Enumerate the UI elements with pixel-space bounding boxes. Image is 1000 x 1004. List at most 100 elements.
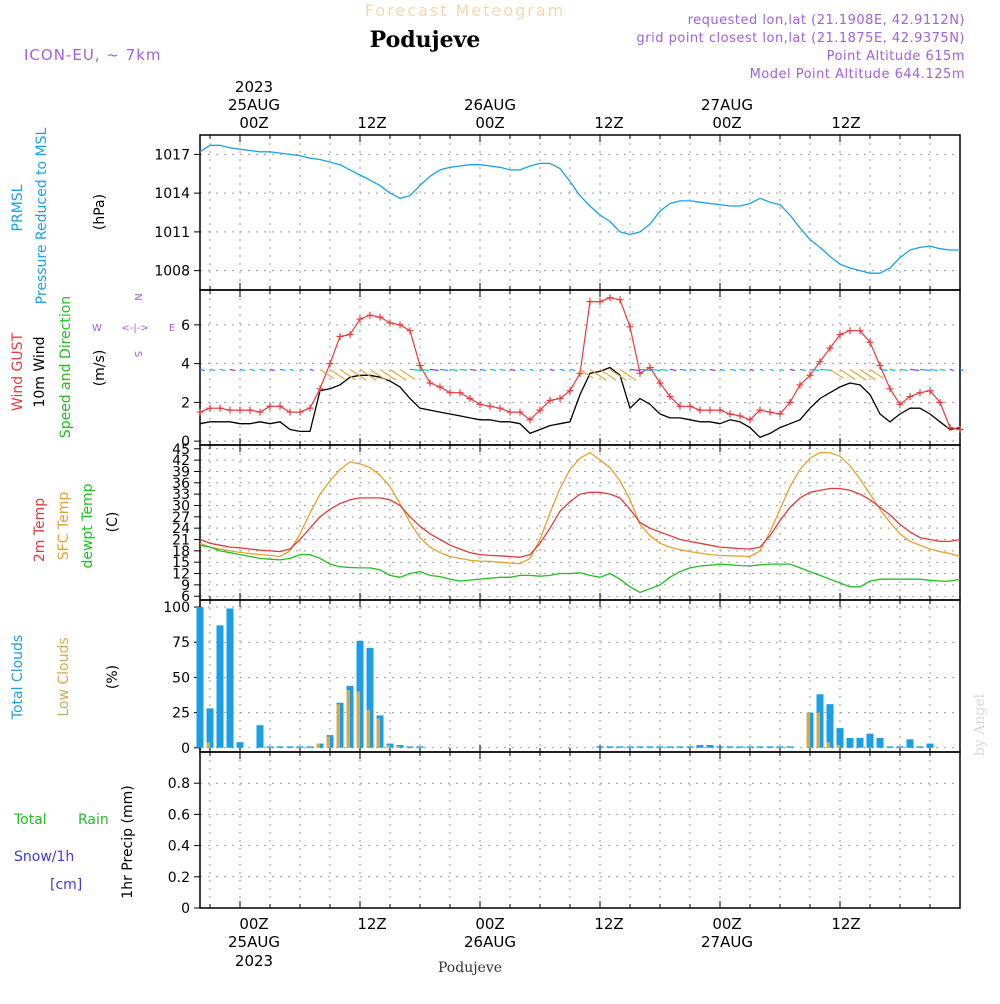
pressure-y-tick-label: 1014: [154, 186, 190, 202]
total-cloud-bar: [306, 746, 314, 748]
temp-unit: (C): [105, 512, 121, 533]
total-cloud-bar: [916, 746, 924, 748]
gust-marker: [486, 402, 494, 410]
gust-marker: [726, 410, 734, 418]
gust-marker: [416, 362, 424, 370]
temp-y-tick-label: 42: [172, 453, 190, 469]
gust-marker: [286, 408, 294, 416]
gust-marker: [446, 389, 454, 397]
footer-location: Podujeve: [438, 960, 502, 976]
wind-arrow: [229, 368, 236, 371]
wind-arrow: [379, 368, 397, 381]
compass-n: N: [132, 293, 143, 300]
wind-arrow: [649, 368, 661, 371]
wind-arrow: [259, 368, 266, 371]
wind-y-tick-label: 2: [181, 395, 190, 411]
top-date-label: 27AUG: [701, 96, 753, 114]
total-cloud-bar: [256, 725, 264, 748]
total-cloud-bar: [826, 704, 834, 748]
wind-arrow: [569, 368, 576, 371]
gust-marker: [316, 385, 324, 393]
wind-arrow: [689, 368, 697, 371]
wind-arrow: [489, 368, 497, 371]
gust-marker: [396, 321, 404, 329]
low-cloud-bar: [396, 746, 400, 748]
total-cloud-bar: [206, 708, 214, 748]
gust-marker: [346, 331, 354, 339]
wind-arrow: [199, 368, 205, 371]
total-cloud-bar: [416, 746, 424, 748]
total-cloud-bar: [886, 746, 894, 748]
clouds-y-tick-label: 50: [172, 670, 190, 686]
temp-y-tick-label: 9: [181, 578, 190, 594]
gust-marker: [626, 323, 634, 331]
sfc-temp-line: [199, 451, 961, 565]
low-cloud-bar: [346, 690, 350, 748]
wind-arrow: [539, 368, 544, 371]
low-cloud-bar: [316, 743, 320, 748]
gust-marker: [246, 406, 254, 414]
low-cloud-bar: [806, 712, 810, 748]
temp-y-tick-label: 15: [172, 555, 190, 571]
wind-arrow: [579, 368, 594, 379]
wind-arrow: [779, 368, 784, 371]
total-cloud-bar: [756, 746, 764, 748]
gust-marker: [886, 385, 894, 393]
bottom-tick-label: 12Z: [357, 915, 386, 933]
wind-arrow: [209, 368, 216, 371]
wind-arrow: [659, 368, 668, 371]
gust-marker: [196, 408, 204, 416]
low-cloud-bar: [356, 691, 360, 748]
bottom-date-labels: 25AUG 26AUG 27AUG: [228, 933, 753, 951]
wind-arrow: [959, 368, 964, 371]
wind-arrow: [839, 368, 856, 380]
wind-arrow: [559, 368, 565, 371]
credit-watermark: by Angel: [972, 693, 988, 756]
top-tick-label: 00Z: [475, 114, 504, 132]
low-cloud-bar: [816, 712, 820, 748]
total-cloud-bar: [896, 746, 904, 748]
bottom-tick-label: 12Z: [594, 915, 623, 933]
total-cloud-bar: [366, 647, 374, 748]
gust-marker: [706, 406, 714, 414]
wind-arrow: [849, 368, 867, 381]
total-cloud-bar: [636, 746, 644, 748]
gust-marker: [306, 404, 314, 412]
wind-arrow: [239, 368, 245, 371]
wind-arrow: [439, 368, 449, 371]
wind-arrow: [549, 368, 555, 371]
wind-arrow: [769, 368, 774, 371]
total-cloud-bar: [596, 746, 604, 748]
pressure-label-desc: Pressure Reduced to MSL: [34, 127, 50, 304]
total-cloud-bar: [776, 746, 784, 748]
wind-arrow: [919, 368, 930, 371]
wind-arrow: [939, 368, 946, 371]
gust-marker: [386, 319, 394, 327]
top-tick-labels: 00Z 12Z 00Z 12Z 00Z 12Z: [239, 114, 860, 132]
temp-y-tick-label: 21: [172, 533, 190, 549]
wind-arrow: [819, 368, 832, 371]
gust-marker: [786, 398, 794, 406]
wind-arrow: [759, 368, 764, 371]
gust-marker: [366, 311, 374, 319]
gust-marker: [836, 331, 844, 339]
wind-gust-label: Wind GUST: [10, 332, 26, 411]
temp-y-tick-label: 6: [181, 589, 190, 605]
gust-marker: [666, 393, 674, 401]
compass-s: S: [132, 351, 143, 357]
compass-arrows: <-|->: [121, 323, 148, 334]
gust-marker: [216, 404, 224, 412]
gust-marker: [406, 327, 414, 335]
gust-marker: [586, 298, 594, 306]
gust-marker: [616, 296, 624, 304]
gust-marker: [516, 408, 524, 416]
low-cloud-bar: [326, 736, 330, 748]
gust-marker: [606, 294, 614, 302]
gust-marker: [276, 402, 284, 410]
wind-arrow: [749, 368, 754, 371]
wind-arrow: [429, 368, 439, 371]
gust-marker: [236, 406, 244, 414]
gust-marker: [266, 402, 274, 410]
total-cloud-bar: [236, 742, 244, 748]
